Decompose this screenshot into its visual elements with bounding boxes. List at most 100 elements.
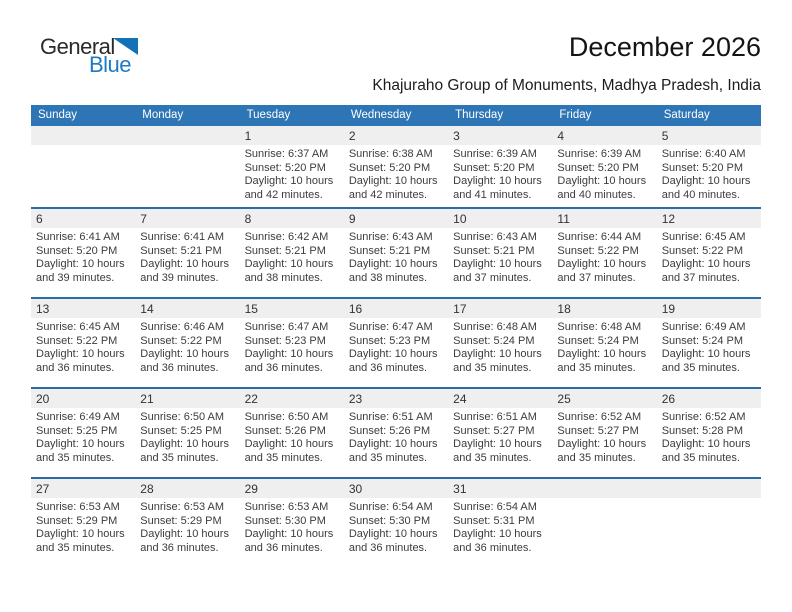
daylight-value: 10 hours and 36 minutes.: [453, 528, 542, 554]
day-cell: 2 Sunrise: 6:38 AM Sunset: 5:20 PM Daylight…: [343, 126, 449, 207]
sunset-line: Sunset: 5:20 PM: [557, 162, 649, 176]
daylight-label: Daylight:: [348, 258, 392, 270]
day-number: 15: [239, 299, 344, 318]
week-row: 20 Sunrise: 6:49 AM Sunset: 5:25 PM Dayligh…: [31, 387, 761, 477]
logo-text-blue: Blue: [89, 52, 132, 77]
daylight-value: 10 hours and 35 minutes.: [36, 438, 125, 464]
day-number: 3: [448, 126, 553, 145]
sunset-value: 5:29 PM: [180, 514, 222, 527]
day-number: 10: [448, 209, 553, 228]
sunset-value: 5:27 PM: [597, 424, 639, 437]
sunset-line: Sunset: 5:22 PM: [36, 335, 128, 349]
day-details: Sunrise: 6:54 AM Sunset: 5:30 PM Daylight:…: [344, 498, 448, 555]
sunrise-value: 6:53 AM: [287, 501, 329, 513]
day-details: Sunrise: 6:49 AM Sunset: 5:24 PM Daylight:…: [657, 318, 761, 375]
sunset-label: Sunset:: [140, 424, 178, 437]
sunrise-line: Sunrise: 6:42 AM: [245, 231, 337, 245]
sunset-line: Sunset: 5:23 PM: [245, 335, 337, 349]
sunrise-line: Sunrise: 6:50 AM: [245, 411, 337, 425]
daylight-line: Daylight: 10 hours and 35 minutes.: [453, 438, 545, 465]
daylight-label: Daylight:: [661, 175, 705, 187]
sunset-label: Sunset:: [348, 334, 387, 347]
sunset-label: Sunset:: [140, 514, 178, 527]
day-number: 14: [135, 299, 240, 318]
general-blue-logo: General Blue: [40, 36, 138, 76]
sunset-value: 5:24 PM: [597, 334, 639, 347]
sunset-line: Sunset: 5:20 PM: [36, 245, 128, 259]
daylight-value: 10 hours and 40 minutes.: [557, 175, 647, 201]
sunset-line: Sunset: 5:26 PM: [349, 425, 441, 439]
sunrise-value: 6:49 AM: [705, 321, 746, 333]
day-cell: 30 Sunrise: 6:54 AM Sunset: 5:30 PM Dayligh…: [343, 479, 449, 567]
sunrise-label: Sunrise:: [557, 231, 598, 243]
week-row: 1 Sunrise: 6:37 AM Sunset: 5:20 PM Daylight…: [31, 126, 761, 207]
logo-triangle-icon: [112, 38, 138, 55]
weekday-header-thursday: Thursday: [455, 109, 504, 121]
sunrise-label: Sunrise:: [661, 231, 703, 243]
weekday-header-wednesday: Wednesday: [350, 109, 412, 121]
daylight-line: Daylight: 10 hours and 37 minutes.: [557, 258, 649, 285]
daylight-line: Daylight: 10 hours and 36 minutes.: [245, 348, 337, 375]
daylight-value: 10 hours and 39 minutes.: [36, 258, 125, 284]
weekday-header-row: Sunday Monday Tuesday Wednesday Thursday Frid…: [31, 105, 761, 126]
daylight-label: Daylight:: [244, 175, 288, 187]
daylight-label: Daylight:: [348, 175, 392, 187]
daylight-label: Daylight:: [140, 258, 184, 270]
sunrise-label: Sunrise:: [453, 411, 494, 423]
page-title: December 2026: [568, 32, 761, 62]
sunrise-value: 6:42 AM: [287, 231, 329, 243]
sunrise-line: Sunrise: 6:39 AM: [453, 148, 545, 162]
day-number: 11: [552, 209, 657, 228]
sunrise-label: Sunrise:: [557, 411, 598, 423]
sunset-label: Sunset:: [661, 334, 700, 347]
sunset-value: 5:24 PM: [493, 334, 535, 347]
sunset-label: Sunset:: [36, 424, 74, 437]
daylight-value: 10 hours and 41 minutes.: [453, 175, 542, 201]
sunrise-label: Sunrise:: [557, 148, 598, 160]
sunset-line: Sunset: 5:20 PM: [245, 162, 337, 176]
day-cell: 24 Sunrise: 6:51 AM Sunset: 5:27 PM Dayligh…: [448, 389, 553, 477]
day-details: Sunrise: 6:53 AM Sunset: 5:29 PM Daylight:…: [31, 498, 135, 555]
day-number: 5: [656, 126, 761, 145]
sunset-value: 5:22 PM: [180, 334, 222, 347]
day-number: [135, 126, 240, 145]
day-number: [31, 126, 136, 145]
logo-text-general: General: [40, 34, 115, 59]
sunset-value: 5:22 PM: [76, 334, 118, 347]
daylight-line: Daylight: 10 hours and 35 minutes.: [662, 348, 754, 375]
day-details: Sunrise: 6:47 AM Sunset: 5:23 PM Daylight:…: [240, 318, 344, 375]
sunset-line: Sunset: 5:28 PM: [662, 425, 754, 439]
sunset-line: Sunset: 5:21 PM: [245, 245, 337, 259]
day-cell: 15 Sunrise: 6:47 AM Sunset: 5:23 PM Dayligh…: [239, 299, 344, 387]
sunset-line: Sunset: 5:30 PM: [349, 515, 441, 529]
sunset-line: Sunset: 5:24 PM: [557, 335, 649, 349]
daylight-label: Daylight:: [244, 348, 288, 360]
daylight-value: 10 hours and 37 minutes.: [557, 258, 647, 284]
day-cell: 7 Sunrise: 6:41 AM Sunset: 5:21 PM Daylight…: [135, 209, 240, 297]
sunset-label: Sunset:: [348, 514, 387, 527]
day-cell: 5 Sunrise: 6:40 AM Sunset: 5:20 PM Daylight…: [656, 126, 761, 207]
empty-day-cell: [31, 126, 136, 207]
day-cell: 11 Sunrise: 6:44 AM Sunset: 5:22 PM Dayligh…: [552, 209, 657, 297]
sunset-label: Sunset:: [348, 424, 387, 437]
sunset-line: Sunset: 5:22 PM: [557, 245, 649, 259]
daylight-line: Daylight: 10 hours and 39 minutes.: [36, 258, 128, 285]
daylight-value: 10 hours and 35 minutes.: [453, 438, 542, 464]
sunrise-line: Sunrise: 6:45 AM: [36, 321, 128, 335]
sunrise-line: Sunrise: 6:53 AM: [245, 501, 337, 515]
sunrise-label: Sunrise:: [661, 411, 703, 423]
day-cell: 27 Sunrise: 6:53 AM Sunset: 5:29 PM Dayligh…: [31, 479, 136, 567]
day-details: Sunrise: 6:46 AM Sunset: 5:22 PM Daylight:…: [135, 318, 239, 375]
sunset-label: Sunset:: [140, 334, 178, 347]
sunset-label: Sunset:: [661, 161, 700, 174]
daylight-label: Daylight:: [348, 438, 392, 450]
sunset-label: Sunset:: [453, 424, 491, 437]
day-number: 7: [135, 209, 240, 228]
day-cell: 3 Sunrise: 6:39 AM Sunset: 5:20 PM Daylight…: [448, 126, 553, 207]
day-details: Sunrise: 6:47 AM Sunset: 5:23 PM Daylight:…: [344, 318, 448, 375]
day-number: 4: [552, 126, 657, 145]
week-row: 27 Sunrise: 6:53 AM Sunset: 5:29 PM Dayligh…: [31, 477, 761, 567]
day-details: Sunrise: 6:44 AM Sunset: 5:22 PM Daylight:…: [552, 228, 656, 285]
sunset-value: 5:21 PM: [389, 244, 431, 257]
sunset-line: Sunset: 5:21 PM: [453, 245, 545, 259]
